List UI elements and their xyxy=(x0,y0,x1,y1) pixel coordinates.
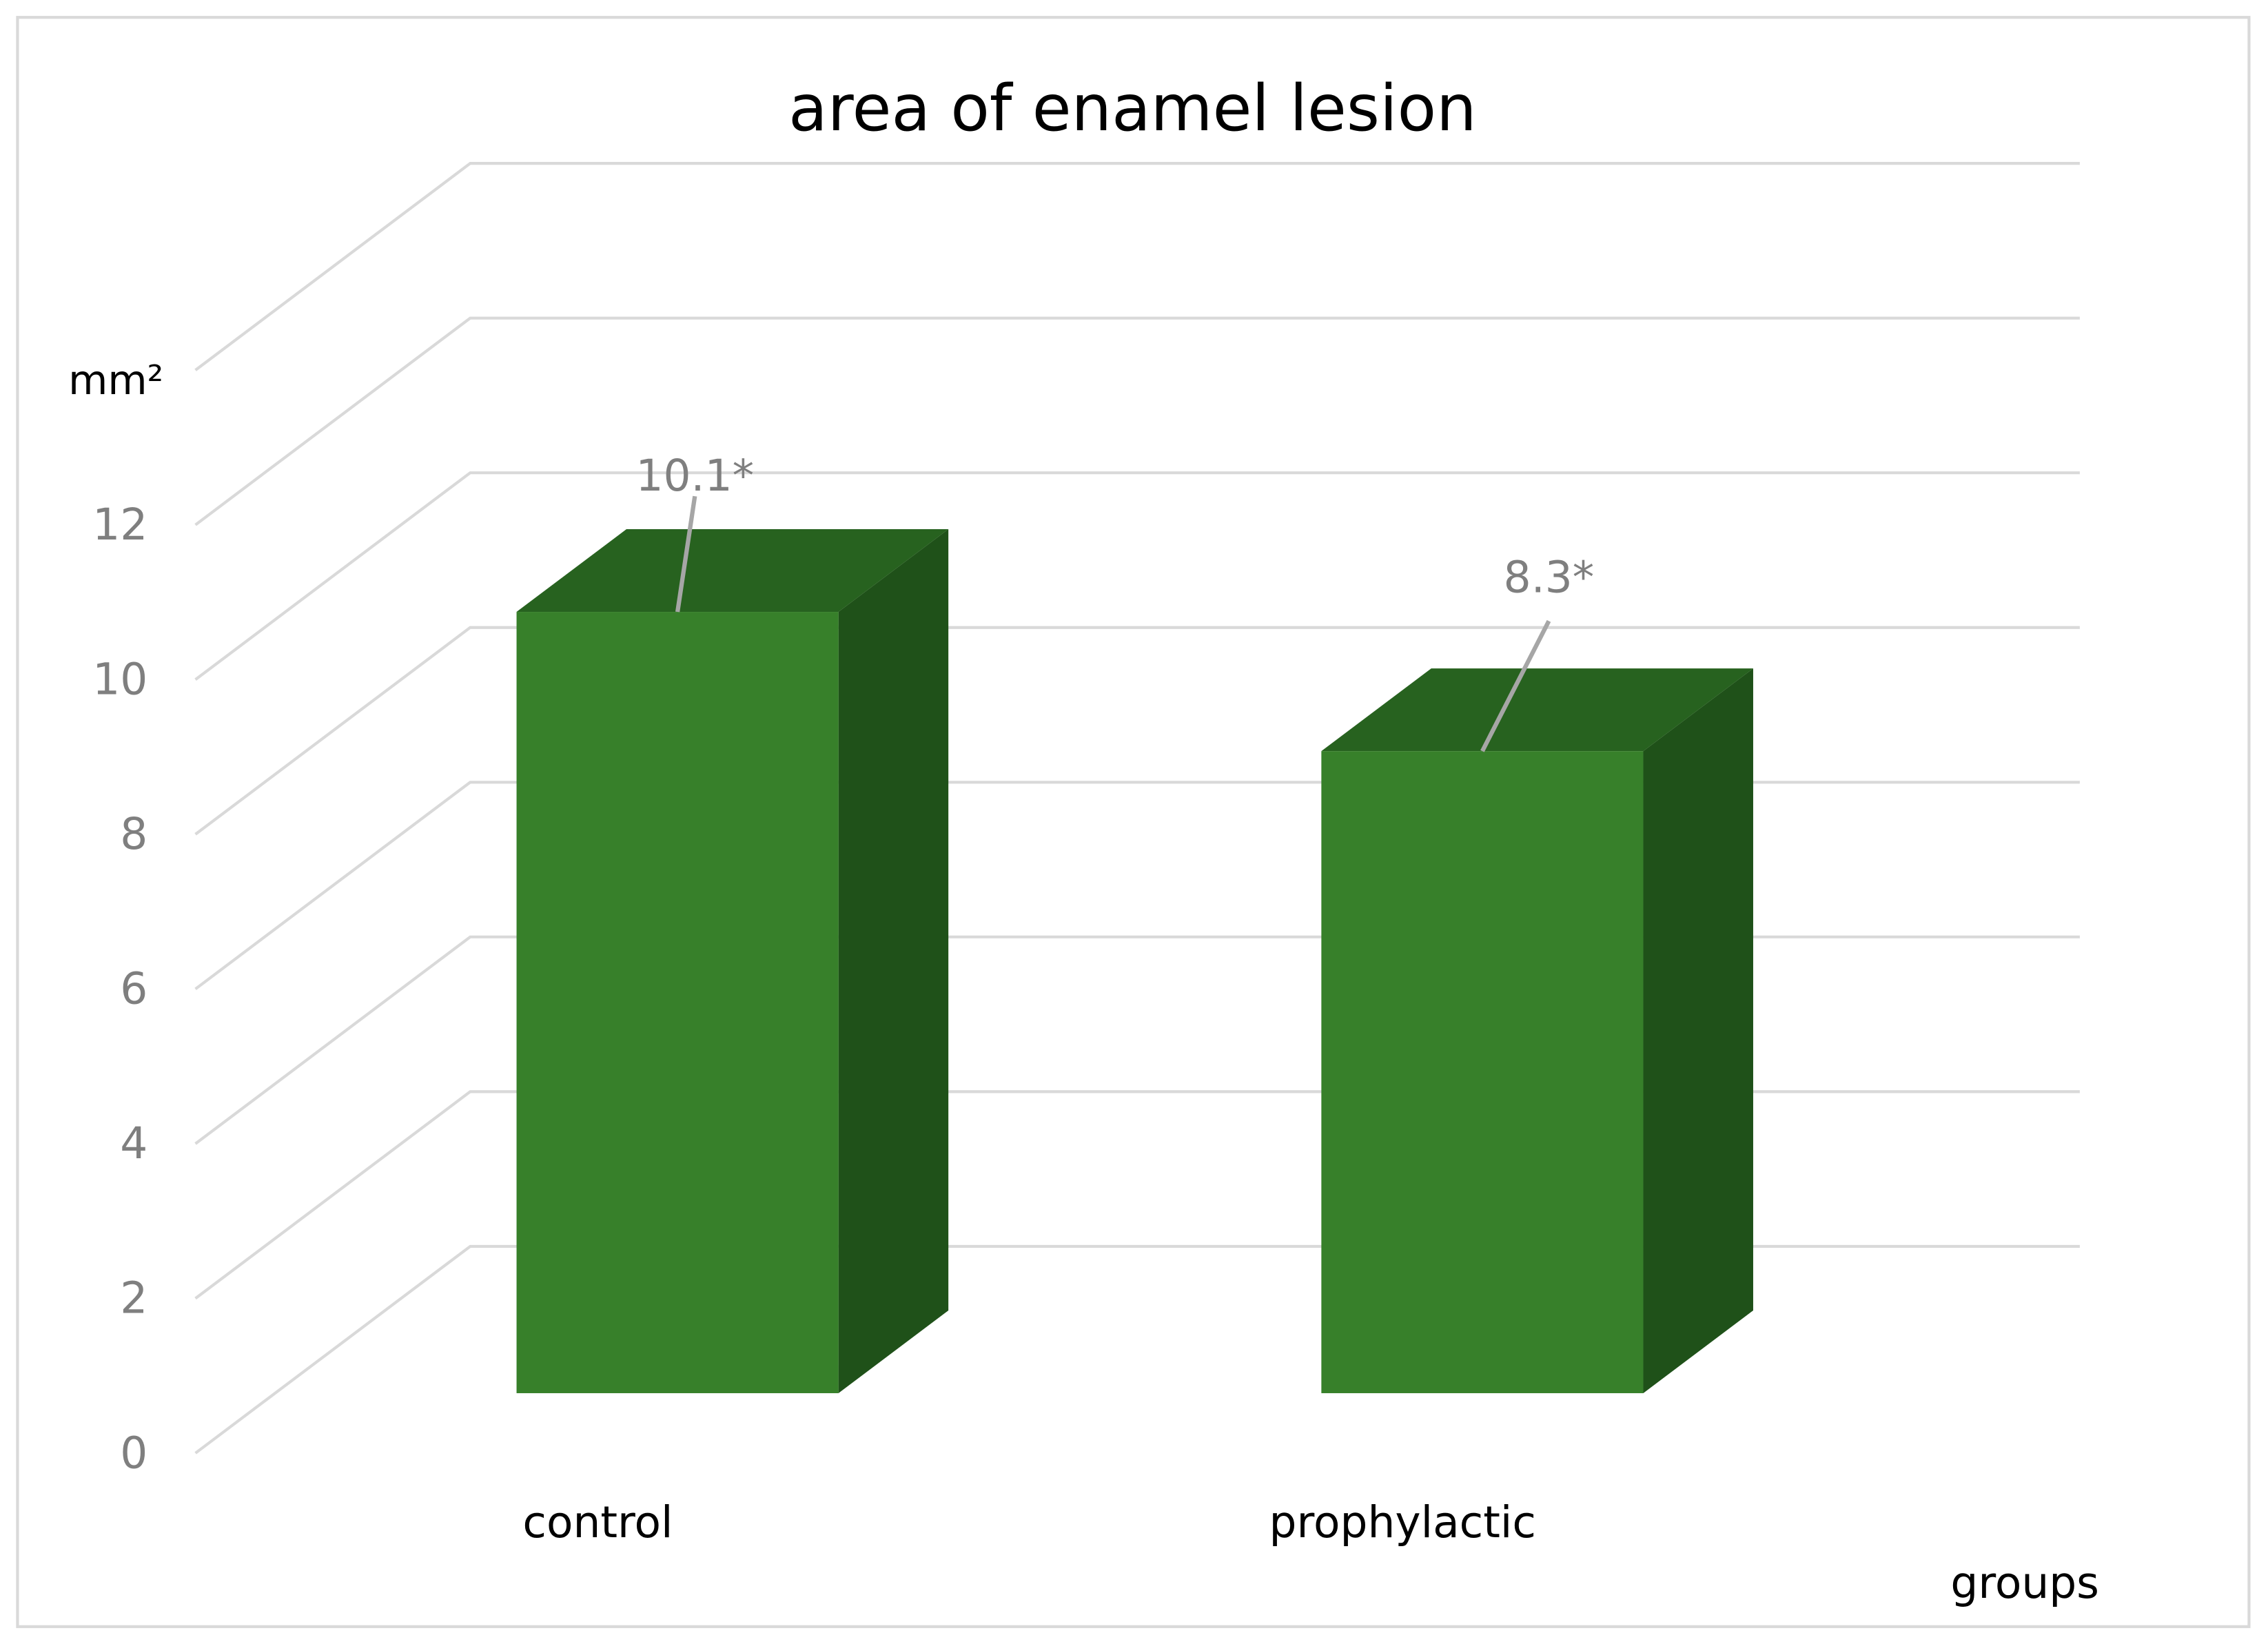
y-tick-label: 8 xyxy=(120,809,147,859)
bar-side xyxy=(1643,668,1753,1393)
chart-border xyxy=(16,16,2251,1628)
label-leader xyxy=(675,495,697,613)
y-tick-label: 6 xyxy=(120,964,147,1014)
chart-title: area of enamel lesion xyxy=(788,71,1476,145)
bar xyxy=(516,612,839,1393)
label-leader xyxy=(1480,619,1551,752)
bar-top xyxy=(1321,668,1753,752)
grid-line xyxy=(194,471,2080,681)
bar-top xyxy=(516,529,949,613)
data-label: 8.3* xyxy=(1504,553,1595,603)
y-tick-label: 2 xyxy=(120,1273,147,1324)
x-tick-label: control xyxy=(522,1497,673,1548)
x-tick-label: prophylactic xyxy=(1269,1497,1536,1548)
y-axis-label: mm² xyxy=(68,356,163,404)
bar-side xyxy=(838,529,949,1393)
y-tick-label: 0 xyxy=(120,1428,147,1478)
grid-line xyxy=(194,162,2080,371)
bar xyxy=(1321,751,1644,1393)
y-tick-label: 4 xyxy=(120,1118,147,1169)
y-tick-label: 10 xyxy=(92,655,147,705)
data-label: 10.1* xyxy=(635,451,754,501)
x-axis-label: groups xyxy=(1950,1558,2099,1608)
grid-line xyxy=(194,316,2080,526)
y-tick-label: 12 xyxy=(92,500,147,550)
